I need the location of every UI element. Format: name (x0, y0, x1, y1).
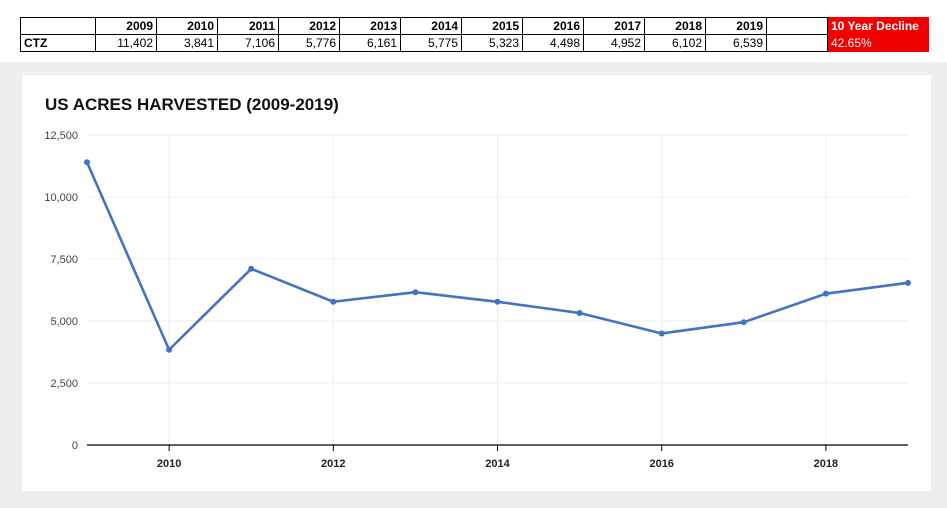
value-cell: 6,539 (705, 34, 767, 52)
y-tick-label: 10,000 (44, 192, 78, 204)
header-year-cell: 2012 (278, 17, 340, 35)
data-point (494, 298, 501, 305)
line-chart: 0 2,500 5,000 7,500 10,000 12,500 2010 2012 2014… (44, 130, 911, 470)
value-cell: 6,161 (339, 34, 401, 52)
x-tick-label: 2016 (649, 458, 673, 470)
header-year-cell: 2013 (339, 17, 401, 35)
value-cell: 6,102 (644, 34, 706, 52)
grid-lines (87, 134, 908, 445)
y-tick-label: 7,500 (50, 254, 78, 266)
decline-value-cell: 42.65% (827, 34, 929, 52)
header-year-cell: 2011 (217, 17, 279, 35)
data-point (658, 330, 665, 337)
header-year-cell: 2009 (95, 17, 157, 35)
header-year-cell: 2019 (705, 17, 767, 35)
chart-frame: US ACRES HARVESTED (2009-2019) 0 2,500 5,0… (0, 62, 947, 508)
y-tick-label: 2,500 (50, 378, 78, 390)
series-layer (84, 159, 911, 353)
value-cell: 4,952 (583, 34, 645, 52)
y-tick-label: 12,500 (44, 130, 78, 142)
data-point (740, 319, 747, 326)
data-point (822, 290, 829, 297)
table-row: CTZ 11,402 3,841 7,106 5,776 6,161 5,775… (20, 34, 929, 52)
value-cell: 4,498 (522, 34, 584, 52)
header-year-cell: 2010 (156, 17, 218, 35)
data-point (166, 346, 173, 353)
y-tick-label: 0 (72, 440, 78, 452)
table-header-row: 2009 2010 2011 2012 2013 2014 2015 2016 … (20, 17, 929, 35)
data-table: 2009 2010 2011 2012 2013 2014 2015 2016 … (20, 17, 929, 52)
decline-header-cell: 10 Year Decline (827, 17, 929, 35)
value-cell: 11,402 (95, 34, 157, 52)
x-tick-label: 2014 (485, 458, 510, 470)
data-point (576, 309, 583, 316)
tick-labels: 0 2,500 5,000 7,500 10,000 12,500 2010 2012 2014… (44, 130, 838, 470)
x-tick-label: 2018 (814, 458, 838, 470)
header-year-cell: 2015 (461, 17, 523, 35)
header-year-cell: 2016 (522, 17, 584, 35)
value-cell: 5,323 (461, 34, 523, 52)
x-tick-label: 2012 (321, 458, 345, 470)
value-cell: 5,776 (278, 34, 340, 52)
data-point (248, 265, 255, 272)
header-year-cell: 2017 (583, 17, 645, 35)
y-tick-label: 5,000 (50, 316, 78, 328)
data-point (84, 159, 90, 166)
header-label-cell (20, 17, 96, 35)
header-blank-cell (766, 17, 828, 35)
value-cell: 7,106 (217, 34, 279, 52)
header-year-cell: 2018 (644, 17, 706, 35)
chart-title: US ACRES HARVESTED (2009-2019) (45, 95, 339, 114)
row-label-cell: CTZ (20, 34, 96, 52)
data-point (330, 298, 337, 305)
axes (87, 444, 908, 451)
header-year-cell: 2014 (400, 17, 462, 35)
chart-card: US ACRES HARVESTED (2009-2019) 0 2,500 5,0… (22, 75, 931, 491)
value-cell: 3,841 (156, 34, 218, 52)
row-blank-cell (766, 34, 828, 52)
x-tick-label: 2010 (157, 458, 181, 470)
data-point (905, 279, 911, 286)
data-point (412, 289, 419, 296)
value-cell: 5,775 (400, 34, 462, 52)
